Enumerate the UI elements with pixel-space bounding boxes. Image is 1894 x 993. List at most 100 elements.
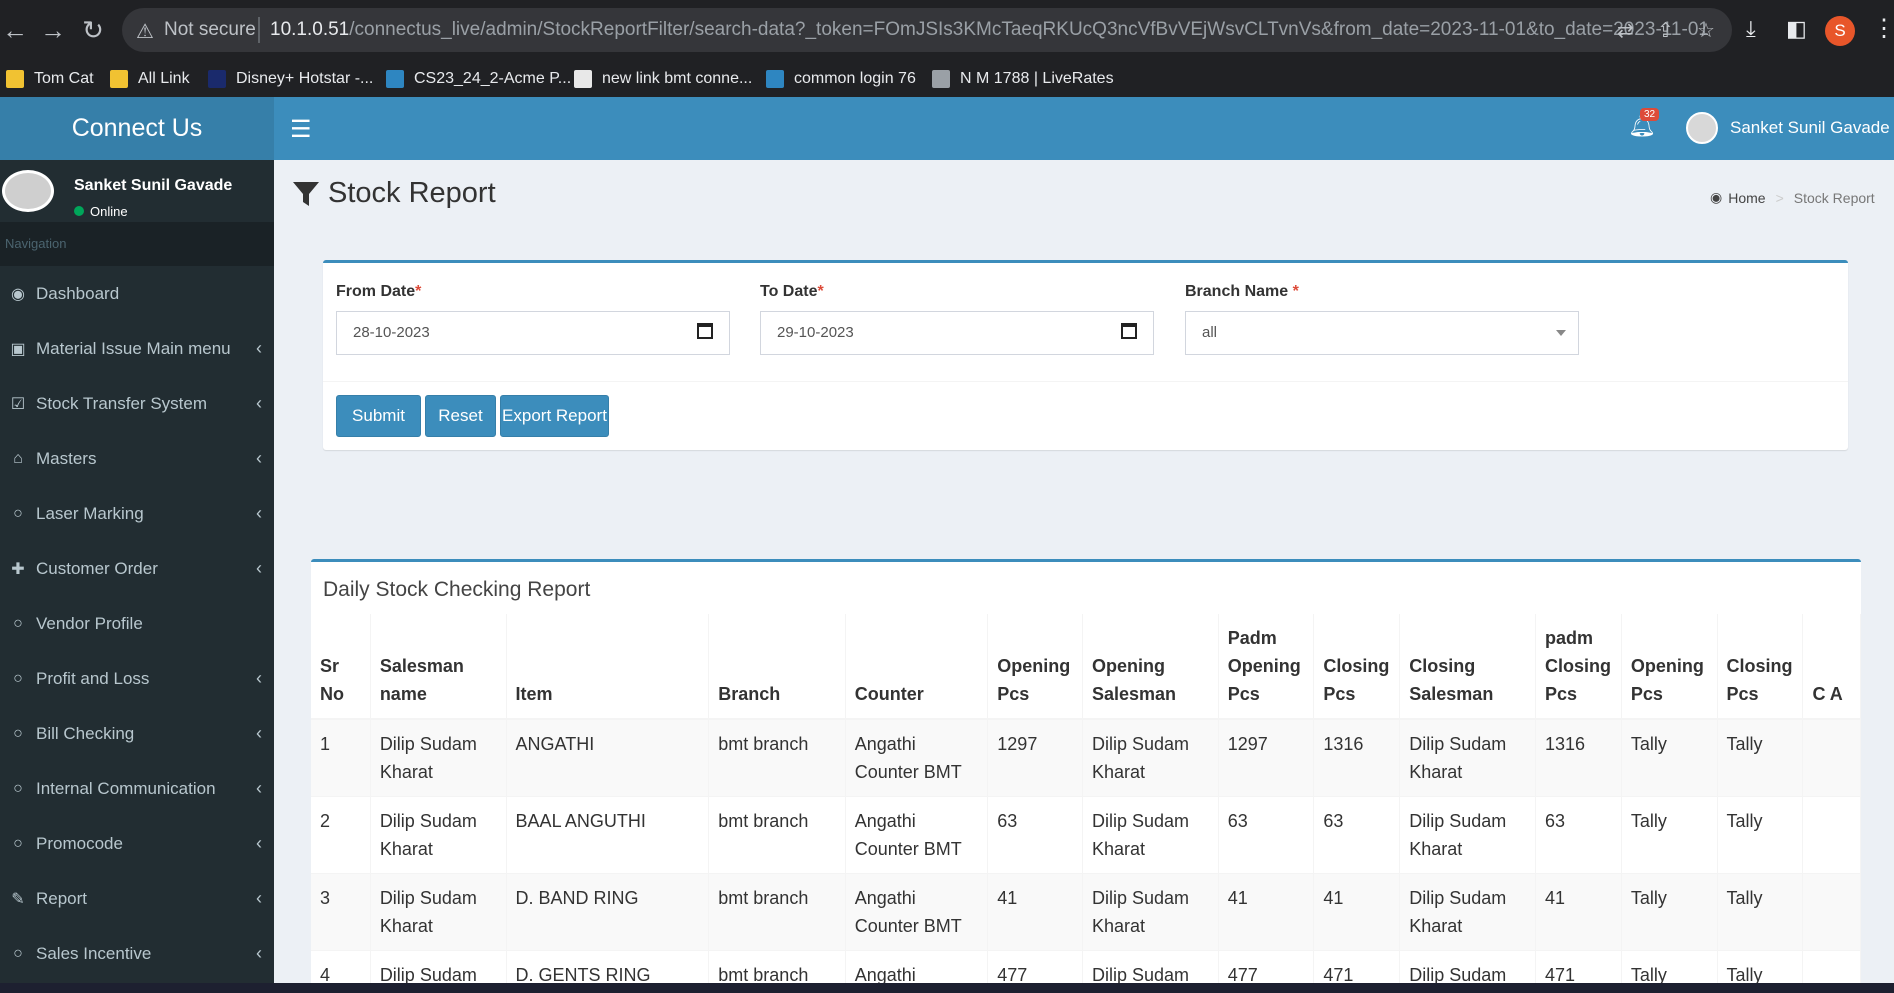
forward-icon[interactable]: → bbox=[40, 15, 66, 45]
column-header[interactable]: Branch bbox=[708, 614, 846, 720]
column-header[interactable]: Counter bbox=[845, 614, 989, 720]
dashboard-icon: ◉ bbox=[1710, 189, 1723, 205]
report-title: Daily Stock Checking Report bbox=[323, 578, 591, 601]
to-date-field[interactable]: 29-10-2023 bbox=[760, 311, 1154, 355]
warning-icon[interactable]: ⚠ bbox=[136, 21, 154, 43]
app-logo[interactable]: Connect Us bbox=[0, 97, 274, 160]
table-cell: ANGATHI bbox=[506, 718, 710, 797]
bookmark-label: N M 1788 | LiveRates bbox=[960, 70, 1114, 87]
table-cell: 1316 bbox=[1313, 718, 1401, 797]
table-cell: 3 bbox=[311, 873, 371, 951]
reload-icon[interactable]: ↻ bbox=[82, 15, 104, 45]
sidebar-item-vendor-profile[interactable]: ○ Vendor Profile bbox=[0, 596, 274, 651]
bookmark-item[interactable]: Tom Cat bbox=[6, 66, 94, 92]
table-cell bbox=[1802, 796, 1861, 874]
sidebar-item-stock-transfer-system[interactable]: ☑ Stock Transfer System ‹ bbox=[0, 376, 274, 431]
download-icon[interactable]: ⤓ bbox=[1746, 16, 1756, 41]
table-row: 1 Dilip Sudam Kharat ANGATHI bmt branch Anga… bbox=[311, 718, 1861, 797]
table-cell: 63 bbox=[987, 796, 1083, 874]
sidebar-item-customer-order[interactable]: ✚ Customer Order ‹ bbox=[0, 541, 274, 596]
translate-icon[interactable]: ⇄ bbox=[1617, 20, 1634, 42]
not-secure-label[interactable]: Not secure bbox=[164, 19, 256, 40]
calendar-icon[interactable] bbox=[1121, 323, 1137, 339]
bookmark-label: common login 76 bbox=[794, 70, 916, 87]
table-row: 3 Dilip Sudam Kharat D. BAND RING bmt branc… bbox=[311, 873, 1861, 951]
table-cell: D. BAND RING bbox=[506, 873, 710, 951]
menu-toggle-icon[interactable]: ☰ bbox=[290, 116, 312, 143]
table-cell: Dilip Sudam Kharat bbox=[1399, 718, 1536, 797]
table-header-row: Sr No Salesman name Item Branch Counter Openi… bbox=[311, 614, 1861, 720]
from-date-label-text: From Date bbox=[336, 283, 416, 300]
breadcrumb: ◉ Home > Stock Report bbox=[1710, 189, 1875, 206]
column-header[interactable]: Closing Salesman bbox=[1399, 614, 1536, 720]
table-body: 1 Dilip Sudam Kharat ANGATHI bmt branch Anga… bbox=[311, 718, 1861, 993]
side-panel-icon[interactable]: ◧ bbox=[1786, 16, 1807, 41]
column-header[interactable]: Opening Pcs bbox=[987, 614, 1083, 720]
calendar-icon[interactable] bbox=[697, 323, 713, 339]
submit-button[interactable]: Submit bbox=[336, 395, 421, 437]
page-title: Stock Report bbox=[328, 177, 496, 209]
sidebar-item-masters[interactable]: ⌂ Masters ‹ bbox=[0, 431, 274, 486]
avatar[interactable] bbox=[1686, 112, 1718, 144]
column-header[interactable]: C A bbox=[1802, 614, 1861, 720]
table-cell: Angathi Counter BMT bbox=[845, 796, 989, 874]
breadcrumb-separator: > bbox=[1775, 189, 1784, 206]
column-header[interactable]: Padm Opening Pcs bbox=[1218, 614, 1315, 720]
required-mark: * bbox=[817, 283, 824, 300]
divider bbox=[323, 381, 1848, 382]
column-header[interactable]: Closing Pcs bbox=[1717, 614, 1804, 720]
branch-select[interactable]: all bbox=[1185, 311, 1579, 355]
column-header[interactable]: Item bbox=[506, 614, 710, 720]
top-user-name[interactable]: Sanket Sunil Gavade bbox=[1730, 118, 1890, 137]
table-cell: 41 bbox=[1535, 873, 1622, 951]
profile-avatar[interactable]: S bbox=[1825, 16, 1855, 46]
url-text[interactable]: 10.1.0.51/connectus_live/admin/StockRepo… bbox=[270, 19, 1710, 41]
sidebar-item-profit-and-loss[interactable]: ○ Profit and Loss ‹ bbox=[0, 651, 274, 706]
column-header[interactable]: Sr No bbox=[311, 614, 371, 720]
share-icon[interactable]: ⇪ bbox=[1657, 20, 1674, 42]
address-bar[interactable]: ⚠ Not secure 10.1.0.51/connectus_live/ad… bbox=[122, 8, 1732, 52]
sidebar-item-dashboard[interactable]: ◉ Dashboard bbox=[0, 266, 274, 321]
to-date-label-text: To Date bbox=[760, 283, 818, 300]
column-header[interactable]: Opening Pcs bbox=[1621, 614, 1718, 720]
table-cell: 1 bbox=[311, 718, 371, 797]
from-date-field[interactable]: 28-10-2023 bbox=[336, 311, 730, 355]
browser-menu-icon[interactable]: ⋮ bbox=[1872, 15, 1894, 42]
sidebar-item-internal-communication[interactable]: ○ Internal Communication ‹ bbox=[0, 761, 274, 816]
reset-button[interactable]: Reset bbox=[425, 395, 496, 437]
nav-header: Navigation bbox=[0, 222, 274, 266]
sidebar-item-sales-incentive[interactable]: ○ Sales Incentive ‹ bbox=[0, 926, 274, 981]
column-header[interactable]: Closing Pcs bbox=[1313, 614, 1401, 720]
sidebar: Sanket Sunil Gavade Online Navigation ◉ D… bbox=[0, 160, 274, 993]
sidebar-item-label: Masters bbox=[36, 448, 97, 468]
column-header[interactable]: Opening Salesman bbox=[1082, 614, 1219, 720]
back-icon[interactable]: ← bbox=[2, 15, 28, 45]
check-square-icon: ☑ bbox=[10, 395, 26, 413]
bookmark-star-icon[interactable]: ☆ bbox=[1697, 20, 1715, 42]
bookmark-item[interactable]: Disney+ Hotstar -... bbox=[208, 66, 373, 92]
circle-icon: ○ bbox=[13, 779, 23, 797]
circle-icon: ○ bbox=[13, 614, 23, 632]
export-report-button[interactable]: Export Report bbox=[500, 395, 609, 437]
sidebar-item-promocode[interactable]: ○ Promocode ‹ bbox=[0, 816, 274, 871]
table-scroll-area[interactable]: Sr No Salesman name Item Branch Counter Openi… bbox=[311, 614, 1861, 993]
sidebar-item-bill-checking[interactable]: ○ Bill Checking ‹ bbox=[0, 706, 274, 761]
folder-icon bbox=[6, 70, 24, 88]
sidebar-item-report[interactable]: ✎ Report ‹ bbox=[0, 871, 274, 926]
bookmark-item[interactable]: N M 1788 | LiveRates bbox=[932, 66, 1114, 92]
bookmark-item[interactable]: CS23_24_2-Acme P... bbox=[386, 66, 571, 92]
table-cell: Tally bbox=[1717, 873, 1804, 951]
sidebar-user-name: Sanket Sunil Gavade bbox=[74, 177, 233, 194]
bookmark-item[interactable]: common login 76 bbox=[766, 66, 916, 92]
bookmark-item[interactable]: new link bmt conne... bbox=[574, 66, 752, 92]
column-header[interactable]: padm Closing Pcs bbox=[1535, 614, 1622, 720]
sidebar-item-label: Promocode bbox=[36, 833, 123, 853]
sidebar-item-laser-marking[interactable]: ○ Laser Marking ‹ bbox=[0, 486, 274, 541]
sidebar-item-material-issue-main-menu[interactable]: ▣ Material Issue Main menu ‹ bbox=[0, 321, 274, 376]
table-cell: Tally bbox=[1621, 796, 1718, 874]
table-cell: Angathi Counter BMT bbox=[845, 873, 989, 951]
site-icon bbox=[766, 70, 784, 88]
column-header[interactable]: Salesman name bbox=[370, 614, 507, 720]
breadcrumb-home[interactable]: Home bbox=[1728, 189, 1766, 206]
bookmark-item[interactable]: All Link bbox=[110, 66, 190, 92]
